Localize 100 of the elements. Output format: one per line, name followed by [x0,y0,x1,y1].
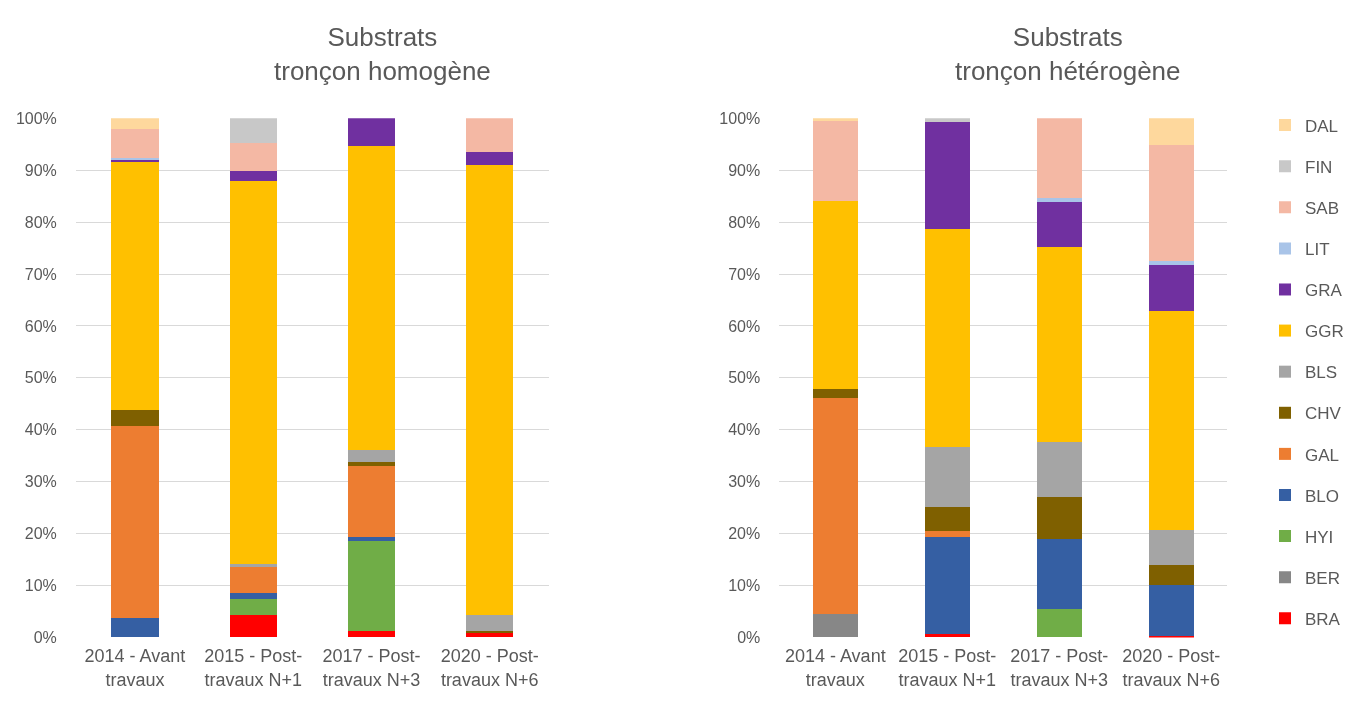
bar [347,466,396,538]
y-tick-label: 80% [728,213,761,231]
bar [1148,530,1194,565]
bar [229,614,277,638]
y-tick-label: 0% [737,629,761,647]
bar [812,200,858,389]
bar [1036,608,1082,638]
bar [812,388,858,399]
legend-label: BER [1305,568,1340,588]
y-tick-label: 70% [728,265,761,283]
legend-label: BLS [1305,363,1338,383]
y-tick-label: 10% [24,577,57,595]
x-tick-label: 2015 - Post-travaux N+1 [204,646,303,690]
bar [111,409,159,426]
bar [229,566,277,594]
y-tick-label: 40% [728,421,761,439]
x-tick-label: 2014 - Avant travaux [84,646,186,690]
bar [229,142,277,172]
bar [466,165,514,615]
bar [1148,564,1194,585]
x-tick-label: 2020 - Post-travaux N+6 [1122,646,1221,690]
legend-label: GRA [1305,281,1343,301]
bar [1148,145,1194,262]
bar [924,507,970,532]
bar [1036,247,1082,443]
legend-label: FIN [1305,157,1333,177]
bar [347,462,396,467]
y-tick-label: 70% [24,265,57,283]
bar [1036,118,1082,199]
bar [812,613,858,638]
legend-label: LIT [1305,240,1330,260]
bar [229,180,277,564]
bar [111,161,159,410]
legend-label: HYI [1305,527,1334,547]
bar [1036,539,1082,609]
bar [812,120,858,201]
y-tick-label: 60% [728,317,761,335]
bar [229,118,277,143]
chart-title: Substrats tronçon homogène [274,22,491,86]
chart-title: Substrats tronçon hétérogène [955,22,1181,86]
bar [1036,442,1082,497]
x-tick-label: 2014 - Avant travaux [784,646,886,690]
legend-label: BRA [1305,609,1341,629]
bar [229,563,277,567]
x-tick-label: 2017 - Post-travaux N+3 [1010,646,1109,690]
bar [924,229,970,448]
y-tick-label: 20% [24,525,57,543]
bar [924,531,970,537]
y-tick-label: 20% [728,525,761,543]
legend-label: BLO [1305,486,1340,506]
legend-label: GGR [1305,322,1344,342]
bar [111,118,159,129]
bar [466,118,514,152]
bar [812,398,858,614]
legend-label: GAL [1305,445,1340,465]
bar [924,121,970,230]
bar [111,128,159,159]
bar [1148,261,1194,265]
bar [347,118,396,147]
y-tick-label: 30% [728,473,761,491]
bar [229,593,277,600]
y-tick-label: 30% [24,473,57,491]
y-tick-label: 10% [728,577,761,595]
y-tick-label: 100% [719,109,761,127]
bar [466,631,514,634]
bar [347,537,396,541]
x-tick-label: 2017 - Post-travaux N+3 [322,646,421,690]
bar [1148,118,1194,146]
y-tick-label: 50% [24,369,57,387]
bar [466,614,514,632]
bar [1036,201,1082,248]
bar [1148,264,1194,311]
y-tick-label: 40% [24,421,57,439]
bar [924,536,970,634]
y-tick-label: 0% [33,629,57,647]
bar [924,447,970,508]
bar [1148,310,1194,531]
bar [1148,584,1194,636]
bar [229,599,277,615]
y-tick-label: 60% [24,317,57,335]
bar [347,449,396,462]
legend-label: CHV [1305,404,1342,424]
bar [347,540,396,632]
y-tick-label: 90% [24,161,57,179]
bar [347,146,396,450]
bar [111,617,159,638]
x-tick-label: 2015 - Post-travaux N+1 [898,646,997,690]
bar [111,425,159,618]
legend-label: SAB [1305,198,1340,218]
y-tick-label: 100% [15,109,57,127]
y-tick-label: 50% [728,369,761,387]
bar [466,151,514,166]
x-tick-label: 2020 - Post-travaux N+6 [440,646,539,690]
y-tick-label: 90% [728,161,761,179]
y-tick-label: 80% [24,213,57,231]
legend-label: DAL [1305,116,1339,136]
bar [229,171,277,181]
bar [347,631,396,638]
bar [1036,198,1082,202]
bar [1036,496,1082,540]
